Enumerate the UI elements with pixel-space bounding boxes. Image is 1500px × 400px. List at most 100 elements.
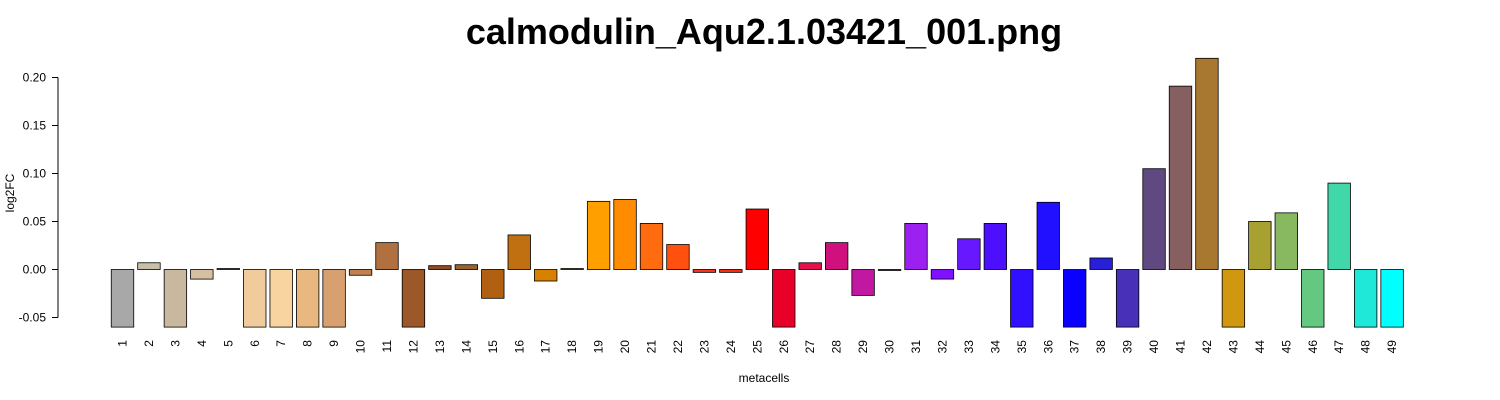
bar-metacell-26 [772,269,796,328]
bar-metacell-37 [1063,269,1087,328]
x-tick-label: 49 [1385,340,1399,354]
bar-metacell-19 [586,200,611,270]
x-tick-label: 18 [565,340,579,354]
bar-metacell-22 [666,244,690,270]
x-tick-label: 23 [697,340,711,354]
bar-metacell-12 [401,269,426,328]
x-tick-label: 39 [1121,340,1135,354]
bar-metacell-20 [613,199,637,270]
bar-metacell-49 [1380,269,1404,328]
x-tick-label: 9 [327,340,341,347]
bar-metacell-33 [957,238,981,270]
bar-metacell-44 [1248,221,1272,270]
x-tick-label: 27 [803,340,817,354]
chart-title: calmodulin_Aqu2.1.03421_001.png [466,11,1062,52]
bar-metacell-6 [243,269,267,328]
x-tick-label: 21 [645,340,659,354]
bar-metacell-25 [745,208,769,270]
x-tick-label: 30 [883,340,897,354]
x-tick-label: 41 [1174,340,1188,354]
x-tick-label: 46 [1306,340,1320,354]
bar-metacell-8 [295,269,320,328]
x-tick-label: 12 [406,340,420,354]
x-tick-label: 28 [830,340,844,354]
x-tick-label: 45 [1279,340,1293,354]
x-tick-label: 19 [592,340,606,354]
y-tick-label: 0.00 [23,263,47,277]
bar-metacell-2 [137,262,161,270]
bar-metacell-29 [851,269,875,296]
x-tick-label: 44 [1253,340,1267,354]
bar-metacell-34 [983,223,1007,270]
bar-metacell-4 [190,269,214,280]
bar-metacell-47 [1327,182,1351,270]
x-tick-label: 35 [1015,340,1029,354]
bar-metacell-46 [1301,269,1325,328]
bar-metacell-9 [322,269,346,328]
x-tick-label: 40 [1147,340,1161,354]
bar-metacell-28 [825,242,849,270]
x-axis-label: metacells [739,371,790,385]
x-tick-label: 26 [777,340,791,354]
x-tick-label: 37 [1068,340,1082,354]
bar-metacell-38 [1089,257,1113,270]
x-tick-label: 48 [1359,340,1373,354]
bar-metacell-24 [719,269,743,273]
y-tick-label: -0.05 [19,311,47,325]
x-tick-label: 42 [1200,340,1214,354]
y-tick-label: 0.05 [23,215,47,229]
x-tick-label: 34 [988,340,1002,354]
x-tick-label: 17 [539,340,553,354]
bar-metacell-13 [428,265,452,270]
x-tick-labels: 1 2 3 4 5 6 7 8 9 10 11 12 13 14 15 16 17 18 19 20 21 22 23 24 2… [116,340,1400,354]
x-tick-label: 10 [354,340,368,354]
bar-metacell-39 [1115,269,1140,328]
bar-metacell-17 [534,269,558,282]
x-tick-label: 13 [433,340,447,354]
x-tick-label: 20 [618,340,632,354]
x-tick-label: 8 [301,340,315,347]
bar-metacell-15 [481,269,505,299]
bar-metacell-48 [1354,269,1378,328]
x-tick-label: 5 [221,340,235,347]
y-tick-label: 0.10 [23,167,47,181]
x-tick-label: 29 [856,340,870,354]
x-tick-label: 14 [459,340,473,354]
x-tick-label: 22 [671,340,685,354]
bar-metacell-43 [1221,269,1246,328]
bar-metacell-42 [1195,57,1219,270]
x-tick-label: 31 [909,340,923,354]
y-tick-label: 0.20 [23,71,47,85]
bar-metacell-5 [216,268,240,270]
bar-metacell-45 [1274,212,1298,270]
bar-metacell-41 [1168,85,1193,270]
bars [110,57,1404,328]
x-tick-label: 1 [116,340,130,347]
bar-metacell-18 [560,268,584,270]
bar-metacell-10 [348,269,373,276]
x-tick-label: 16 [512,340,526,354]
y-axis: -0.05 0.00 0.05 0.10 0.15 0.20 [19,71,59,325]
x-tick-label: 25 [750,340,764,354]
x-tick-label: 32 [935,340,949,354]
bar-metacell-14 [454,264,479,270]
x-tick-label: 4 [195,340,209,347]
y-axis-label: log2FC [3,173,17,212]
bar-metacell-11 [375,242,399,270]
bar-metacell-7 [269,269,293,328]
bar-metacell-36 [1036,201,1060,270]
x-tick-label: 3 [168,340,182,347]
x-tick-label: 6 [248,340,262,347]
x-tick-label: 47 [1332,340,1346,354]
bar-metacell-1 [110,269,135,328]
bar-metacell-30 [877,269,902,271]
y-tick-label: 0.15 [23,119,47,133]
bar-metacell-3 [163,269,188,328]
bar-metacell-23 [692,269,717,273]
x-tick-label: 2 [142,340,156,347]
x-tick-label: 36 [1041,340,1055,354]
x-tick-label: 38 [1094,340,1108,354]
x-tick-label: 11 [380,340,394,353]
